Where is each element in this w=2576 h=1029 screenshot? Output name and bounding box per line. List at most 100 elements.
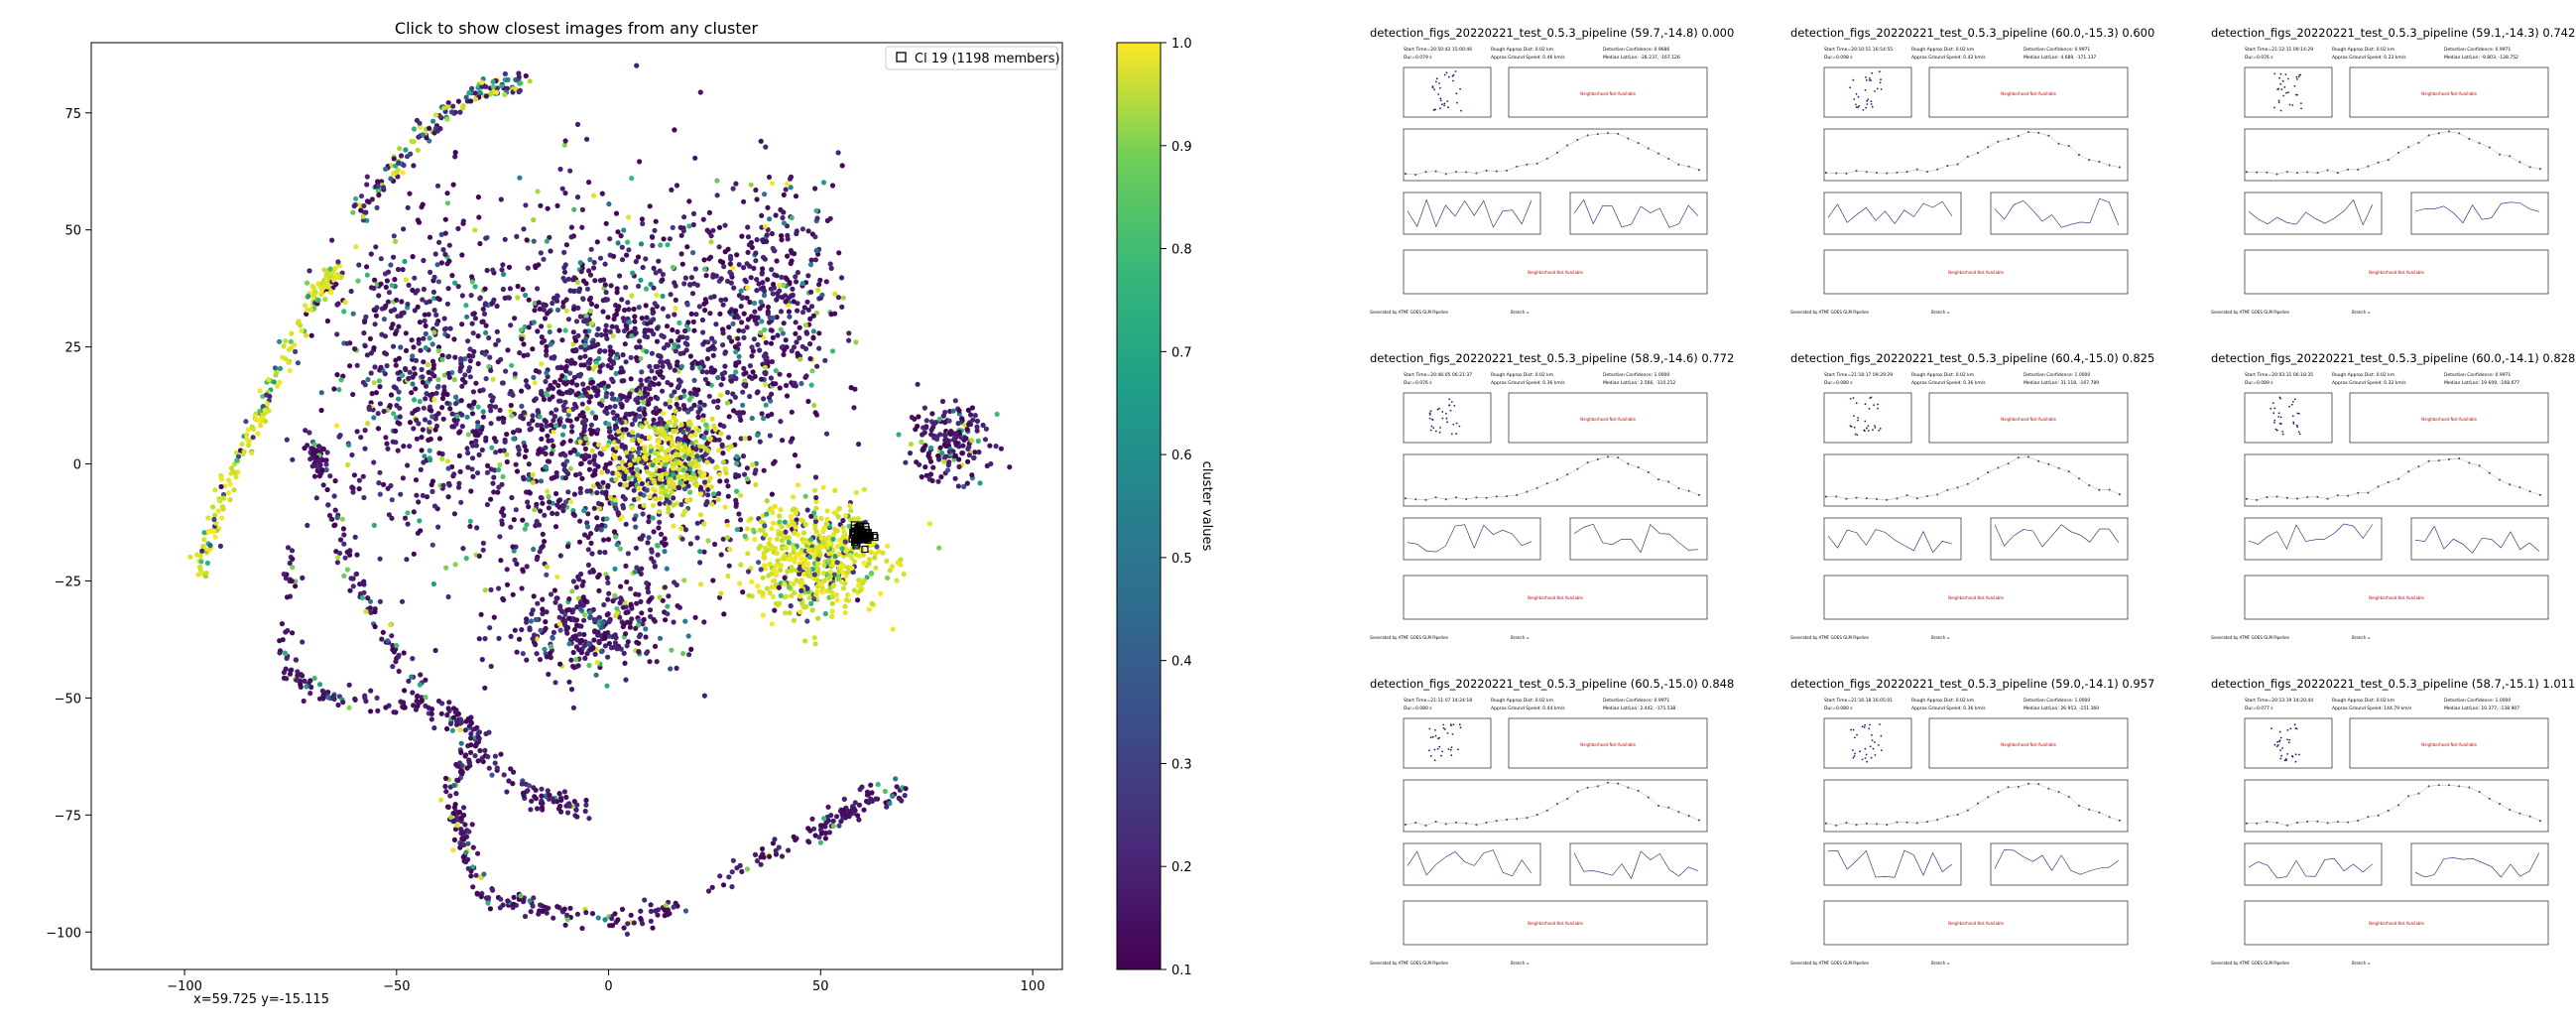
scatter-point[interactable] bbox=[741, 382, 747, 388]
scatter-point[interactable] bbox=[783, 187, 789, 193]
scatter-point[interactable] bbox=[929, 411, 935, 417]
scatter-point[interactable] bbox=[856, 582, 862, 588]
scatter-point[interactable] bbox=[335, 702, 341, 708]
scatter-point[interactable] bbox=[382, 371, 388, 377]
scatter-point[interactable] bbox=[758, 299, 764, 305]
scatter-point[interactable] bbox=[562, 327, 568, 333]
scatter-point[interactable] bbox=[504, 85, 510, 91]
scatter-point[interactable] bbox=[464, 414, 470, 420]
scatter-point[interactable] bbox=[785, 236, 791, 242]
scatter-point[interactable] bbox=[579, 475, 585, 481]
scatter-point[interactable] bbox=[514, 561, 520, 568]
scatter-point[interactable] bbox=[552, 680, 558, 686]
scatter-point[interactable] bbox=[622, 307, 628, 314]
scatter-point[interactable] bbox=[666, 593, 672, 599]
scatter-point[interactable] bbox=[574, 911, 581, 917]
scatter-point[interactable] bbox=[303, 332, 309, 338]
scatter-point[interactable] bbox=[383, 284, 389, 290]
scatter-point[interactable] bbox=[402, 258, 408, 265]
scatter-point[interactable] bbox=[938, 474, 944, 480]
scatter-point[interactable] bbox=[721, 264, 727, 270]
scatter-point[interactable] bbox=[791, 546, 797, 552]
scatter-point[interactable] bbox=[797, 566, 802, 572]
scatter-point[interactable] bbox=[829, 594, 835, 600]
scatter-point[interactable] bbox=[614, 286, 620, 292]
scatter-point[interactable] bbox=[907, 450, 914, 456]
scatter-point[interactable] bbox=[726, 334, 732, 340]
scatter-point[interactable] bbox=[739, 868, 745, 875]
scatter-point[interactable] bbox=[614, 290, 620, 296]
scatter-point[interactable] bbox=[736, 341, 742, 347]
scatter-point[interactable] bbox=[818, 535, 824, 542]
scatter-point[interactable] bbox=[664, 566, 670, 572]
scatter-point[interactable] bbox=[614, 445, 620, 450]
scatter-point[interactable] bbox=[783, 299, 789, 305]
scatter-point[interactable] bbox=[826, 830, 833, 836]
scatter-point[interactable] bbox=[770, 840, 777, 846]
scatter-point[interactable] bbox=[618, 583, 624, 589]
scatter-point[interactable] bbox=[316, 696, 323, 702]
scatter-point[interactable] bbox=[530, 346, 536, 352]
scatter-point[interactable] bbox=[502, 236, 508, 242]
scatter-point[interactable] bbox=[701, 479, 708, 485]
scatter-point[interactable] bbox=[494, 765, 500, 771]
scatter-point[interactable] bbox=[965, 458, 971, 464]
scatter-point[interactable] bbox=[799, 281, 805, 287]
scatter-point[interactable] bbox=[668, 476, 675, 482]
scatter-point[interactable] bbox=[774, 563, 780, 569]
scatter-point[interactable] bbox=[483, 93, 489, 99]
scatter-point[interactable] bbox=[716, 594, 723, 600]
scatter-point[interactable] bbox=[710, 352, 716, 358]
scatter-point[interactable] bbox=[530, 607, 536, 613]
scatter-point[interactable] bbox=[688, 646, 694, 653]
scatter-point[interactable] bbox=[820, 180, 827, 186]
scatter-point[interactable] bbox=[754, 321, 760, 326]
scatter-point[interactable] bbox=[458, 358, 464, 364]
scatter-point[interactable] bbox=[766, 359, 772, 365]
scatter-point[interactable] bbox=[604, 612, 610, 618]
scatter-point[interactable] bbox=[649, 368, 655, 374]
scatter-point[interactable] bbox=[603, 327, 609, 333]
scatter-point[interactable] bbox=[777, 288, 783, 294]
scatter-point[interactable] bbox=[651, 331, 657, 337]
scatter-point[interactable] bbox=[653, 427, 659, 433]
scatter-point[interactable] bbox=[584, 406, 590, 412]
scatter-point[interactable] bbox=[724, 522, 731, 528]
scatter-point[interactable] bbox=[561, 424, 567, 430]
scatter-point[interactable] bbox=[647, 382, 653, 388]
scatter-point[interactable] bbox=[726, 563, 732, 569]
scatter-point[interactable] bbox=[588, 540, 594, 547]
scatter-point[interactable] bbox=[464, 446, 470, 451]
scatter-point[interactable] bbox=[393, 362, 399, 368]
scatter-point[interactable] bbox=[682, 453, 688, 459]
scatter-point[interactable] bbox=[551, 629, 557, 636]
scatter-point[interactable] bbox=[487, 354, 493, 360]
scatter-point[interactable] bbox=[834, 560, 840, 566]
scatter-point[interactable] bbox=[705, 380, 711, 387]
scatter-point[interactable] bbox=[691, 402, 697, 408]
scatter-point[interactable] bbox=[358, 193, 365, 199]
scatter-point[interactable] bbox=[537, 549, 543, 555]
scatter-point[interactable] bbox=[673, 408, 678, 414]
scatter-point[interactable] bbox=[838, 275, 845, 281]
scatter-point[interactable] bbox=[655, 457, 661, 463]
scatter-point[interactable] bbox=[687, 461, 694, 468]
scatter-point[interactable] bbox=[459, 412, 465, 418]
scatter-point[interactable] bbox=[295, 669, 301, 675]
scatter-point[interactable] bbox=[577, 373, 583, 379]
scatter-point[interactable] bbox=[436, 436, 443, 442]
scatter-point[interactable] bbox=[452, 802, 458, 808]
scatter-point[interactable] bbox=[641, 399, 647, 405]
scatter-point[interactable] bbox=[487, 906, 493, 912]
scatter-point[interactable] bbox=[769, 411, 775, 418]
scatter-point[interactable] bbox=[520, 287, 526, 293]
scatter-point[interactable] bbox=[620, 505, 627, 511]
scatter-point[interactable] bbox=[416, 499, 422, 505]
scatter-point[interactable] bbox=[634, 63, 640, 68]
scatter-point[interactable] bbox=[544, 572, 550, 578]
scatter-point[interactable] bbox=[783, 337, 789, 343]
scatter-point[interactable] bbox=[475, 424, 481, 430]
scatter-point[interactable] bbox=[360, 213, 366, 219]
scatter-point[interactable] bbox=[543, 619, 549, 625]
scatter-point[interactable] bbox=[606, 619, 612, 625]
